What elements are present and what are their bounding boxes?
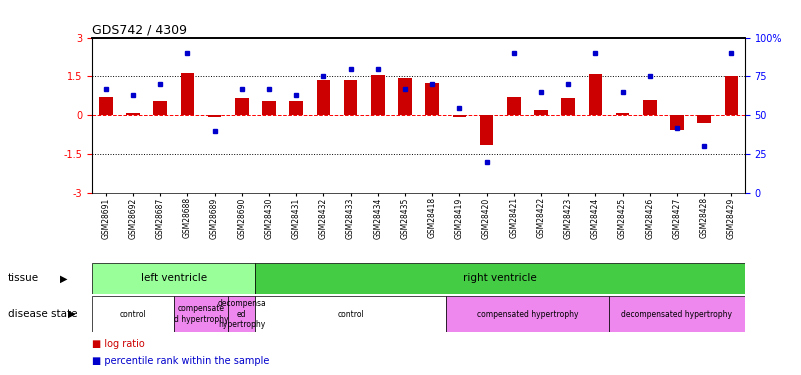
Text: right ventricle: right ventricle: [463, 273, 537, 284]
Bar: [445, 296, 609, 332]
Bar: [207, 116, 221, 117]
Bar: [180, 72, 194, 116]
Bar: [262, 101, 276, 116]
Bar: [256, 262, 745, 294]
Bar: [289, 101, 303, 116]
Bar: [562, 99, 575, 116]
Text: ▶: ▶: [60, 273, 67, 284]
Text: control: control: [337, 310, 364, 318]
Text: left ventricle: left ventricle: [141, 273, 207, 284]
Bar: [371, 75, 384, 116]
Bar: [256, 296, 445, 332]
Bar: [174, 296, 228, 332]
Text: ▶: ▶: [68, 309, 75, 319]
Bar: [609, 296, 745, 332]
Bar: [92, 262, 256, 294]
Bar: [235, 99, 248, 116]
Bar: [616, 113, 630, 116]
Bar: [670, 116, 684, 130]
Text: decompensa
ed
hypertrophy: decompensa ed hypertrophy: [217, 299, 266, 329]
Bar: [153, 101, 167, 116]
Text: compensated hypertrophy: compensated hypertrophy: [477, 310, 578, 318]
Text: ■ log ratio: ■ log ratio: [92, 339, 145, 350]
Text: decompensated hypertrophy: decompensated hypertrophy: [622, 310, 732, 318]
Bar: [507, 97, 521, 116]
Bar: [643, 100, 657, 116]
Bar: [99, 97, 112, 116]
Bar: [425, 83, 439, 116]
Bar: [344, 80, 357, 116]
Bar: [92, 296, 174, 332]
Bar: [589, 74, 602, 116]
Bar: [698, 116, 711, 123]
Text: tissue: tissue: [8, 273, 39, 284]
Bar: [228, 296, 256, 332]
Text: control: control: [119, 310, 147, 318]
Bar: [725, 76, 739, 116]
Text: ■ percentile rank within the sample: ■ percentile rank within the sample: [92, 356, 269, 366]
Bar: [316, 80, 330, 116]
Text: disease state: disease state: [8, 309, 78, 319]
Bar: [480, 116, 493, 145]
Text: compensate
d hypertrophy: compensate d hypertrophy: [174, 304, 228, 324]
Text: GDS742 / 4309: GDS742 / 4309: [92, 23, 187, 36]
Bar: [126, 113, 139, 116]
Bar: [453, 116, 466, 117]
Bar: [398, 78, 412, 116]
Bar: [534, 110, 548, 116]
